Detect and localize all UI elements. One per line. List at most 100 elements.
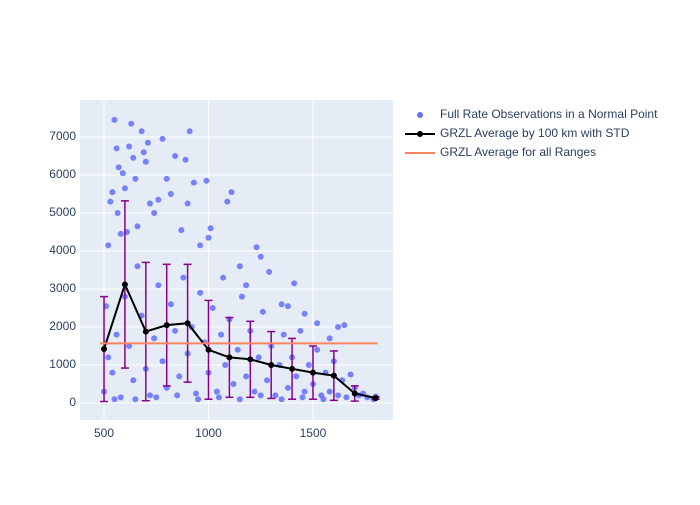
- scatter-point: [299, 394, 306, 401]
- legend-symbol: [417, 112, 423, 118]
- line-point: [372, 395, 379, 402]
- scatter-point: [224, 198, 231, 205]
- line-point: [121, 281, 128, 288]
- line-point: [247, 356, 254, 363]
- scatter-point: [192, 390, 199, 397]
- scatter-point: [130, 154, 137, 161]
- scatter-point: [167, 191, 174, 198]
- scatter-point: [297, 327, 304, 334]
- scatter-point: [144, 139, 151, 146]
- scatter-point: [343, 394, 350, 401]
- line-point: [205, 346, 212, 353]
- scatter-point: [280, 331, 287, 338]
- line-point: [142, 328, 149, 335]
- scatter-point: [117, 394, 124, 401]
- scatter-point: [105, 242, 112, 249]
- scatter-point: [190, 179, 197, 186]
- plot-background: [80, 100, 393, 420]
- scatter-point: [243, 373, 250, 380]
- scatter-point: [253, 244, 260, 251]
- scatter-point: [111, 116, 118, 123]
- scatter-point: [326, 388, 333, 395]
- scatter-point: [105, 354, 112, 361]
- legend-label: Full Rate Observations in a Normal Point: [440, 107, 658, 121]
- legend-symbol: [417, 131, 423, 137]
- scatter-point: [132, 396, 139, 403]
- scatter-point: [111, 396, 118, 403]
- scatter-point: [153, 394, 160, 401]
- y-tick-label: 5000: [49, 205, 76, 219]
- scatter-point: [117, 230, 124, 237]
- scatter-point: [113, 331, 120, 338]
- scatter-point: [142, 158, 149, 165]
- scatter-point: [180, 274, 187, 281]
- scatter-point: [238, 293, 245, 300]
- scatter-point: [234, 346, 241, 353]
- line-point: [309, 369, 316, 376]
- scatter-point: [109, 369, 116, 376]
- scatter-point: [109, 189, 116, 196]
- scatter-point: [215, 394, 222, 401]
- scatter-point: [272, 392, 279, 399]
- scatter-point: [320, 396, 327, 403]
- scatter-point: [243, 282, 250, 289]
- y-tick-label: 0: [69, 395, 76, 409]
- scatter-point: [236, 396, 243, 403]
- scatter-point: [257, 392, 264, 399]
- scatter-point: [314, 320, 321, 327]
- scatter-point: [266, 268, 273, 275]
- line-point: [101, 346, 108, 353]
- scatter-point: [146, 392, 153, 399]
- scatter-point: [195, 396, 202, 403]
- scatter-point: [291, 280, 298, 287]
- scatter-point: [159, 358, 166, 365]
- scatter-point: [121, 185, 128, 192]
- y-tick-label: 4000: [49, 243, 76, 257]
- legend-label: GRZL Average by 100 km with STD: [440, 126, 630, 140]
- line-point: [184, 320, 191, 327]
- scatter-point: [184, 200, 191, 207]
- scatter-point: [134, 223, 141, 230]
- scatter-point: [213, 388, 220, 395]
- scatter-point: [178, 227, 185, 234]
- scatter-point: [293, 373, 300, 380]
- scatter-point: [205, 234, 212, 241]
- scatter-point: [155, 196, 162, 203]
- scatter-point: [207, 225, 214, 232]
- line-point: [226, 354, 233, 361]
- scatter-point: [203, 177, 210, 184]
- scatter-point: [259, 308, 266, 315]
- scatter-point: [255, 354, 262, 361]
- scatter-point: [264, 377, 271, 384]
- scatter-point: [335, 392, 342, 399]
- scatter-point: [278, 396, 285, 403]
- line-point: [268, 362, 275, 369]
- line: [103, 281, 376, 400]
- line-point: [163, 322, 170, 329]
- scatter-point: [159, 135, 166, 142]
- scatter-point: [186, 128, 193, 135]
- y-tick-label: 2000: [49, 319, 76, 333]
- scatter-point: [155, 282, 162, 289]
- scatter-point: [314, 346, 321, 353]
- scatter-point: [107, 198, 114, 205]
- scatter-point: [220, 274, 227, 281]
- scatter-point: [172, 327, 179, 334]
- scatter-point: [278, 301, 285, 308]
- scatter-point: [113, 145, 120, 152]
- scatter-point: [230, 381, 237, 388]
- y-tick-label: 7000: [49, 129, 76, 143]
- scatter-point: [151, 210, 158, 217]
- scatter-point: [130, 377, 137, 384]
- scatter-point: [174, 392, 181, 399]
- scatter-point: [167, 301, 174, 308]
- scatter-point: [347, 371, 354, 378]
- scatter-point: [341, 322, 348, 329]
- scatter-point: [172, 153, 179, 160]
- scatter-point: [119, 170, 126, 177]
- y-tick-label: 6000: [49, 167, 76, 181]
- scatter-point: [176, 373, 183, 380]
- line-point: [289, 365, 296, 372]
- scatter-point: [284, 384, 291, 391]
